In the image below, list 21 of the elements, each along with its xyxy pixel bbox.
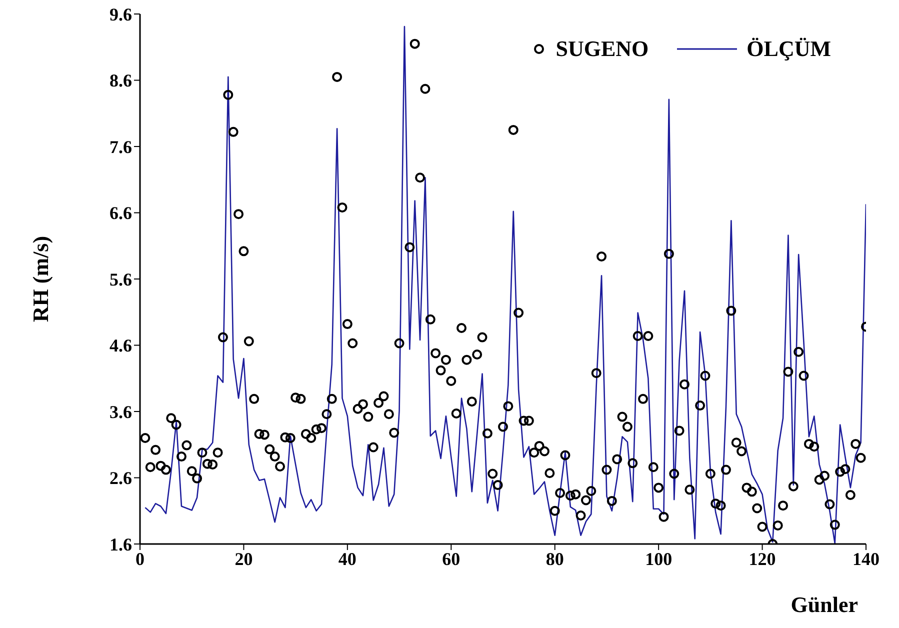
y-tick-label: 1.6 — [110, 534, 132, 554]
x-tick-label: 120 — [748, 548, 776, 569]
legend-label: ÖLÇÜM — [746, 36, 831, 62]
x-tick-label: 0 — [136, 548, 144, 569]
y-tick-label: 2.6 — [110, 468, 132, 488]
y-tick-label: 6.6 — [110, 203, 132, 224]
x-tick-label: 100 — [645, 548, 672, 569]
y-tick-label: 5.6 — [110, 269, 132, 290]
x-tick-label: 40 — [338, 548, 356, 569]
y-tick-label: 4.6 — [110, 336, 132, 356]
legend-label: SUGENO — [556, 36, 649, 62]
y-tick-label: 7.6 — [110, 136, 132, 157]
x-tick-label: 140 — [852, 548, 880, 569]
y-tick-label: 9.6 — [110, 4, 132, 24]
x-tick-label: 20 — [234, 548, 253, 569]
y-tick-label: 8.6 — [110, 70, 132, 91]
y-tick-label: 3.6 — [110, 402, 132, 422]
x-tick-label: 80 — [546, 548, 564, 569]
x-axis-title: Günler — [790, 592, 858, 617]
x-tick-label: 60 — [442, 548, 460, 569]
y-axis-title: RH (m/s) — [28, 236, 53, 322]
